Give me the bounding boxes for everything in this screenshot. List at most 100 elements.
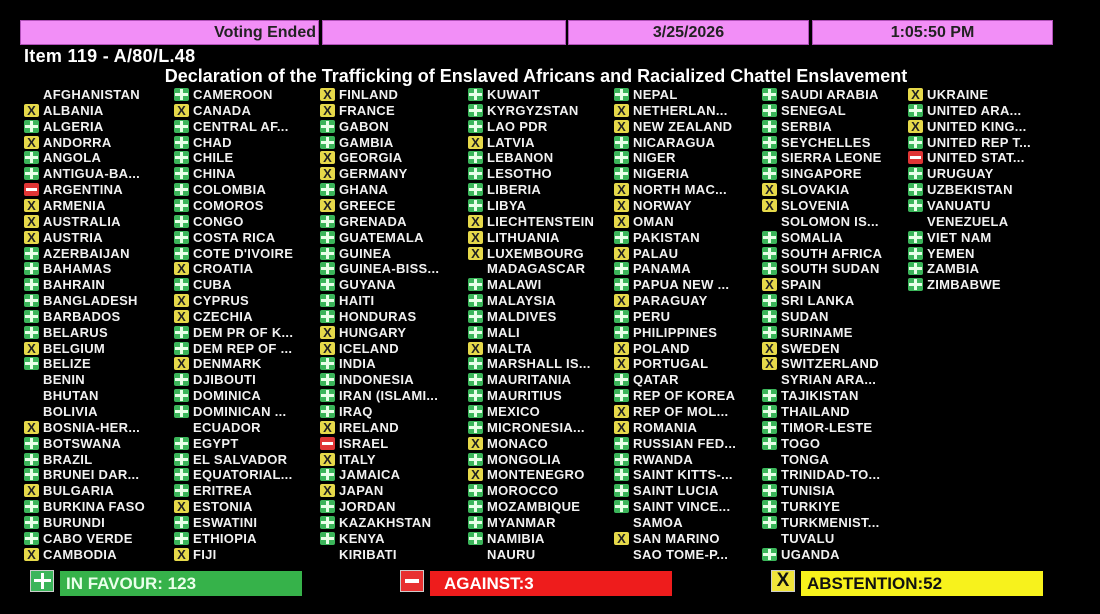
country-vote-row: PAKISTAN (614, 230, 700, 245)
abstain-x-icon: X (320, 167, 335, 181)
country-name: PAKISTAN (633, 229, 700, 245)
abstain-x-icon: X (174, 500, 189, 514)
country-name: ETHIOPIA (193, 530, 257, 546)
country-vote-row: KIRIBATI (320, 547, 397, 562)
country-vote-row: SAMOA (614, 515, 683, 530)
abstain-x-icon: X (468, 230, 483, 244)
country-vote-row: HAITI (320, 293, 374, 308)
abstain-x-icon: X (320, 341, 335, 355)
country-vote-row: CENTRAL AF... (174, 119, 289, 134)
country-name: TUNISIA (781, 483, 836, 499)
country-vote-row: MOZAMBIQUE (468, 499, 580, 514)
country-vote-row: X CYPRUS (174, 293, 249, 308)
country-name: ICELAND (339, 340, 399, 356)
country-name: SWEDEN (781, 340, 840, 356)
country-vote-row: QATAR (614, 372, 679, 387)
country-name: DENMARK (193, 356, 262, 372)
country-vote-row: NEPAL (614, 87, 678, 102)
country-vote-row: X DENMARK (174, 356, 262, 371)
country-name: AUSTRIA (43, 229, 103, 245)
yes-plus-icon (174, 468, 189, 482)
yes-plus-icon (468, 309, 483, 323)
country-vote-row: X ROMANIA (614, 420, 697, 435)
country-vote-row: GHANA (320, 182, 388, 197)
country-vote-row: UGANDA (762, 547, 840, 562)
country-vote-row: INDONESIA (320, 372, 414, 387)
country-name: LEBANON (487, 150, 554, 166)
yes-plus-icon (24, 468, 39, 482)
country-name: MONACO (487, 435, 549, 451)
country-name: ITALY (339, 451, 376, 467)
abstain-x-icon: X (320, 198, 335, 212)
country-name: SOLOMON IS... (781, 213, 879, 229)
country-name: BULGARIA (43, 483, 115, 499)
abstain-x-icon: X (468, 246, 483, 260)
country-vote-row: SAINT LUCIA (614, 483, 719, 498)
resolution-title: Declaration of the Trafficking of Enslav… (164, 66, 908, 86)
country-name: PERU (633, 308, 671, 324)
yes-plus-icon (320, 515, 335, 529)
country-name: BARBADOS (43, 308, 121, 324)
country-name: GEORGIA (339, 150, 403, 166)
yes-plus-icon (614, 389, 629, 403)
country-vote-row: UNITED ARA... (908, 103, 1021, 118)
country-vote-row: X PARAGUAY (614, 293, 708, 308)
yes-plus-icon (468, 389, 483, 403)
country-vote-row: BRAZIL (24, 452, 92, 467)
yes-plus-icon (468, 278, 483, 292)
country-name: AUSTRALIA (43, 213, 121, 229)
country-name: MARSHALL IS... (487, 356, 591, 372)
country-name: BHUTAN (43, 388, 99, 404)
country-vote-row: ZIMBABWE (908, 277, 1001, 292)
yes-plus-icon (174, 278, 189, 292)
country-vote-row: COSTA RICA (174, 230, 275, 245)
country-name: CAMEROON (193, 87, 273, 102)
vote-time: 1:05:50 PM (812, 20, 1053, 45)
country-vote-row: X BULGARIA (24, 483, 114, 498)
yes-plus-icon (614, 88, 629, 101)
country-vote-row: DOMINICA (174, 388, 261, 403)
yes-plus-icon (762, 325, 777, 339)
country-vote-row: X BELGIUM (24, 341, 105, 356)
country-vote-row: CONGO (174, 214, 244, 229)
country-vote-row: X GERMANY (320, 166, 408, 181)
yes-plus-icon (468, 452, 483, 466)
country-name: ROMANIA (633, 419, 698, 435)
yes-plus-icon (320, 405, 335, 418)
no-vote-blank-icon (24, 88, 39, 101)
yes-plus-icon (468, 183, 483, 197)
yes-plus-icon (762, 484, 777, 498)
no-vote-blank-icon (468, 548, 483, 561)
country-vote-row: CAMEROON (174, 87, 273, 102)
country-name: GUINEA-BISS... (339, 261, 440, 277)
country-name: MALTA (487, 340, 533, 356)
yes-plus-icon (320, 278, 335, 292)
country-vote-row: X POLAND (614, 341, 690, 356)
country-name: TOGO (781, 435, 821, 451)
abstain-x-icon: X (320, 88, 335, 101)
yes-plus-icon (614, 436, 629, 450)
country-name: POLAND (633, 340, 690, 356)
country-name: ANDORRA (43, 134, 112, 150)
country-name: BOLIVIA (43, 404, 98, 419)
country-name: NIGER (633, 150, 676, 166)
yes-plus-icon (174, 531, 189, 545)
country-vote-row: TUNISIA (762, 483, 835, 498)
country-name: RUSSIAN FED... (633, 435, 737, 451)
abstain-x-icon: X (24, 230, 39, 244)
no-vote-blank-icon (320, 548, 335, 561)
yes-plus-icon (174, 452, 189, 466)
country-vote-row: X JAPAN (320, 483, 384, 498)
yes-plus-icon (468, 515, 483, 529)
yes-plus-icon (762, 103, 777, 117)
country-vote-row: PERU (614, 309, 670, 324)
yes-plus-icon (762, 389, 777, 403)
country-vote-row: X CROATIA (174, 261, 253, 276)
voting-status: Voting Ended (20, 20, 319, 45)
country-vote-row: X ICELAND (320, 341, 399, 356)
abstain-x-icon: X (24, 547, 39, 561)
abstain-x-icon: X (614, 420, 629, 434)
country-vote-row: X GREECE (320, 198, 396, 213)
country-vote-row: BENIN (24, 372, 85, 387)
country-vote-row: BAHAMAS (24, 261, 112, 276)
